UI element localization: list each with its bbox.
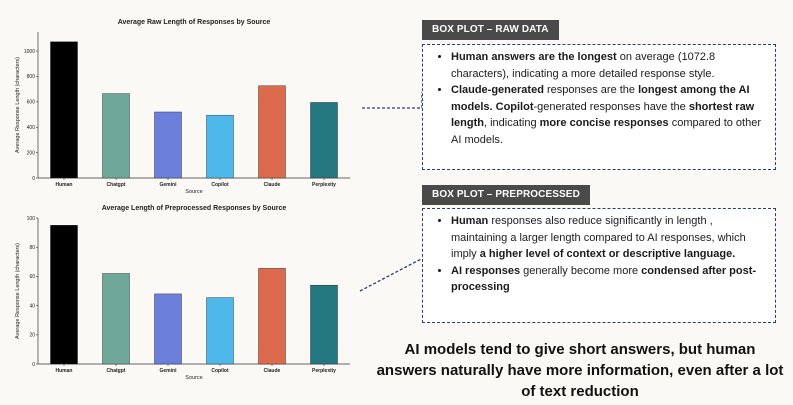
- bar-claude: [258, 268, 286, 365]
- raw-panel: Human answers are the longest on average…: [422, 44, 776, 170]
- raw-panel-header: BOX PLOT – RAW DATA: [422, 20, 559, 40]
- y-tick-label: 1000: [24, 49, 35, 55]
- x-tick-label: Perplexity: [312, 182, 336, 188]
- x-tick-label: Gemini: [160, 368, 178, 374]
- x-tick-label: Gemini: [160, 182, 178, 188]
- y-tick-label: 80: [29, 245, 35, 251]
- x-axis-label: Source: [185, 375, 202, 381]
- y-axis-label: Average Response Length (characters): [15, 57, 21, 153]
- x-tick-label: Human: [56, 368, 73, 374]
- bar-human: [50, 225, 78, 365]
- connector-pre: [359, 258, 422, 292]
- chart-title: Average Raw Length of Responses by Sourc…: [118, 19, 271, 26]
- bar-human: [50, 41, 78, 179]
- y-tick-label: 0: [32, 176, 35, 182]
- y-tick-label: 0: [32, 362, 35, 368]
- raw-length-bar-chart: Average Raw Length of Responses by Sourc…: [15, 19, 350, 195]
- pre-panel: Human responses also reduce significantl…: [422, 208, 776, 323]
- x-tick-label: Chatgpt: [107, 368, 126, 374]
- bar-perplexity: [310, 284, 338, 365]
- x-tick-label: Perplexity: [312, 368, 336, 374]
- chart-title: Average Length of Preprocessed Responses…: [102, 205, 287, 212]
- raw-bullet-1: Human answers are the longest on average…: [451, 49, 763, 82]
- x-tick-label: Chatgpt: [107, 182, 126, 188]
- x-axis-label: Source: [185, 189, 202, 195]
- y-axis-label: Average Response Length (characters): [15, 243, 21, 339]
- bar-copilot: [206, 114, 234, 179]
- conclusion-text: AI models tend to give short answers, bu…: [376, 341, 784, 400]
- bar-perplexity: [310, 102, 338, 179]
- y-tick-label: 20: [29, 333, 35, 339]
- bar-copilot: [206, 297, 234, 365]
- x-tick-label: Human: [56, 182, 73, 188]
- connector-raw: [362, 92, 423, 109]
- y-tick-label: 40: [29, 303, 35, 309]
- y-tick-label: 60: [29, 274, 35, 280]
- x-tick-label: Claude: [264, 182, 281, 188]
- preprocessed-length-bar-chart: Average Length of Preprocessed Responses…: [15, 205, 350, 381]
- pre-panel-header: BOX PLOT – PREPROCESSED: [422, 185, 590, 205]
- y-tick-label: 400: [27, 125, 36, 131]
- y-tick-label: 100: [27, 216, 36, 222]
- raw-bullet-2: Claude-generated responses are the longe…: [451, 82, 763, 148]
- pre-bullet-1: Human responses also reduce significantl…: [451, 213, 763, 263]
- x-tick-label: Copilot: [211, 182, 229, 188]
- bar-claude: [258, 85, 286, 179]
- bar-chatgpt: [102, 93, 130, 179]
- y-tick-label: 800: [27, 74, 36, 80]
- bar-gemini: [154, 293, 182, 365]
- bar-chatgpt: [102, 273, 130, 365]
- x-tick-label: Claude: [264, 368, 281, 374]
- y-tick-label: 200: [27, 150, 36, 156]
- bar-gemini: [154, 111, 182, 179]
- x-tick-label: Copilot: [211, 368, 229, 374]
- pre-bullet-2: AI responses generally become more conde…: [451, 263, 763, 296]
- y-tick-label: 600: [27, 100, 36, 106]
